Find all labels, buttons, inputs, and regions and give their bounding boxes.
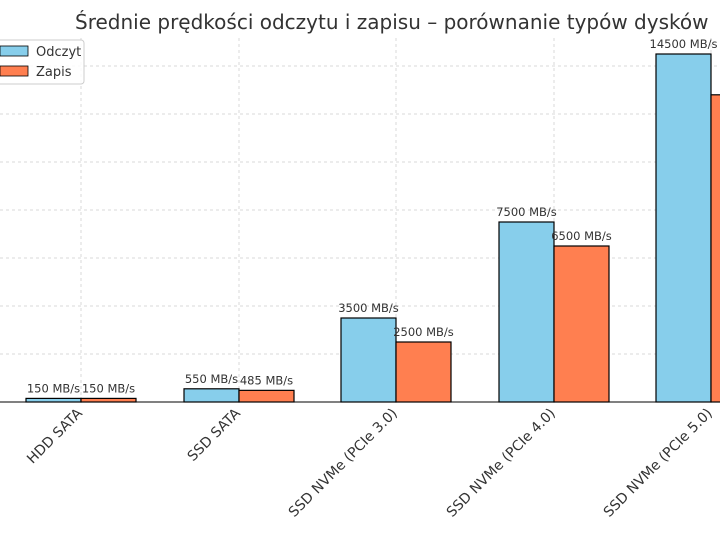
legend: Odczyt Zapis (0, 39, 85, 85)
bar-odczyt-4 (655, 53, 712, 403)
data-label-zapis-1: 485 MB/s (240, 373, 293, 387)
data-label-odczyt-3: 7500 MB/s (496, 205, 557, 219)
bar-odczyt-0 (25, 397, 82, 403)
bar-zapis-0 (80, 397, 137, 403)
bar-zapis-2 (395, 341, 452, 403)
x-tick-label-3: SSD NVMe (PCIe 4.0) (444, 406, 559, 521)
bars (25, 53, 720, 403)
x-tick-label-1: SSD SATA (185, 405, 244, 464)
bar-odczyt-2 (340, 317, 397, 403)
data-label-odczyt-1: 550 MB/s (185, 372, 238, 386)
data-label-zapis-0: 150 MB/s (82, 381, 135, 395)
legend-swatch-zapis (0, 65, 29, 77)
data-label-zapis-3: 6500 MB/s (551, 229, 612, 243)
data-labels: 150 MB/s 150 MB/s 550 MB/s 485 MB/s 3500 MB/… (27, 37, 718, 395)
data-label-odczyt-2: 3500 MB/s (338, 301, 399, 315)
x-tick-label-2: SSD NVMe (PCIe 3.0) (286, 406, 401, 521)
bar-zapis-1 (238, 389, 295, 403)
x-tick-labels: HDD SATA SSD SATA SSD NVMe (PCIe 3.0) SSD N… (24, 405, 716, 520)
legend-label-odczyt: Odczyt (36, 45, 81, 60)
legend-label-zapis: Zapis (36, 65, 72, 80)
bar-odczyt-3 (498, 221, 555, 403)
bar-zapis-4 (710, 94, 720, 403)
chart-title: Średnie prędkości odczytu i zapisu – por… (75, 10, 708, 34)
bar-odczyt-1 (183, 388, 240, 403)
data-label-zapis-2: 2500 MB/s (393, 325, 454, 339)
bar-zapis-3 (553, 245, 610, 403)
x-tick-label-0: HDD SATA (24, 405, 86, 467)
legend-swatch-odczyt (0, 45, 29, 57)
data-label-odczyt-4: 14500 MB/s (650, 37, 718, 51)
data-label-odczyt-0: 150 MB/s (27, 381, 80, 395)
x-tick-label-4: SSD NVMe (PCIe 5.0) (601, 406, 716, 521)
